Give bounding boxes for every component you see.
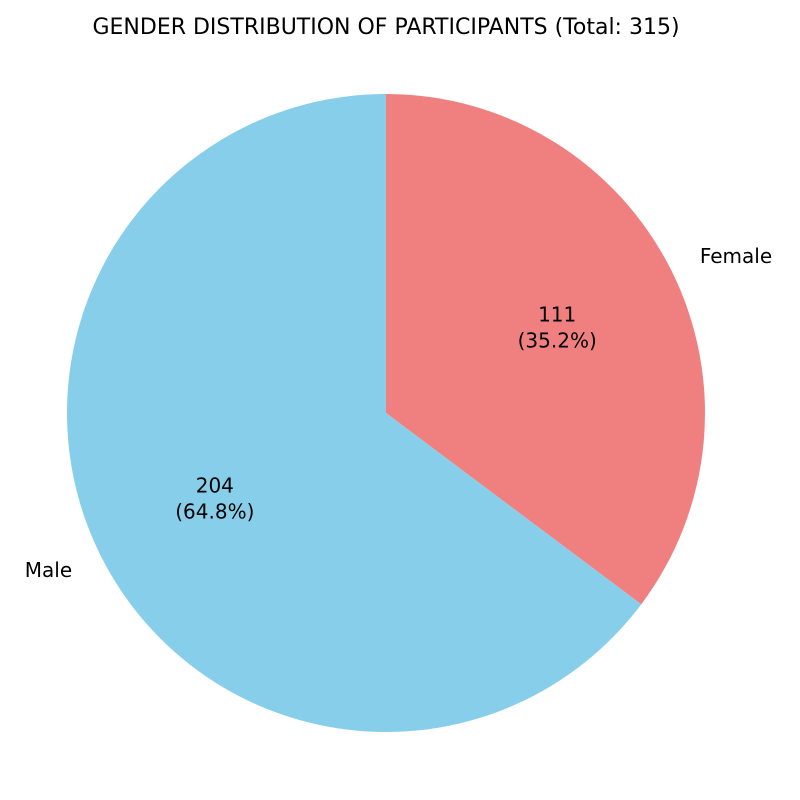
slice-label-female: Female [700,244,772,268]
slice-value-male: 204 [196,474,234,498]
slice-percent-female: (35.2%) [518,328,597,352]
pie-slice-male [66,94,642,732]
slice-label-male: Male [25,558,72,582]
slice-value-female: 111 [538,302,576,326]
pie-slices [66,94,705,732]
slice-percent-male: (64.8%) [175,500,254,524]
pie-labels: Female 111(35.2%) Male 204(64.8%) [25,244,772,582]
chart-title: GENDER DISTRIBUTION OF PARTICIPANTS (Tot… [92,15,679,40]
pie-slice-female [386,94,705,605]
